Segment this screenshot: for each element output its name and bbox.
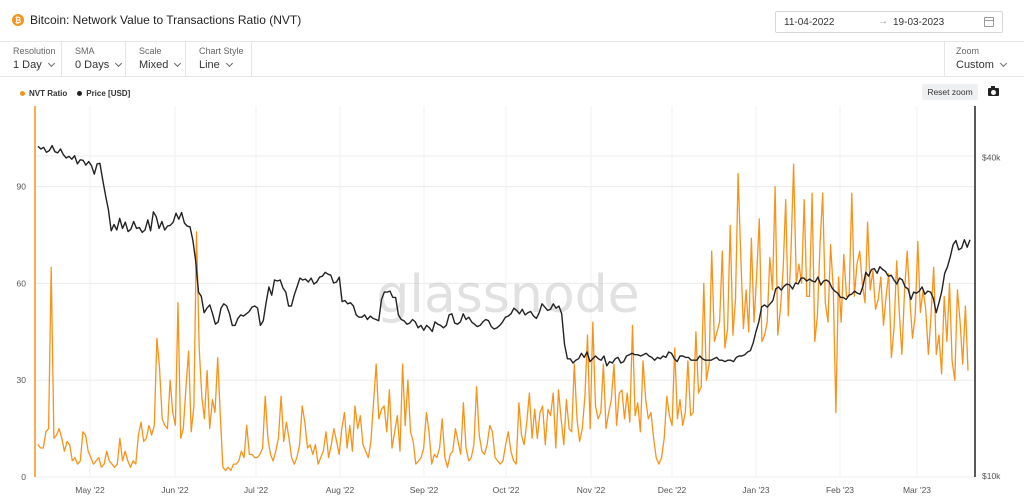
chart-style-value[interactable]: Line xyxy=(199,59,233,71)
chevron-down-icon xyxy=(174,59,182,68)
y-left-tick-label: 0 xyxy=(21,472,26,482)
calendar-icon[interactable] xyxy=(984,17,994,27)
chart-legend: NVT Ratio Price [USD] xyxy=(20,89,140,98)
x-tick-label: Jan '23 xyxy=(742,485,769,495)
bitcoin-icon: ₿ xyxy=(12,14,24,26)
x-tick-label: Dec '22 xyxy=(658,485,687,495)
sma-label: SMA xyxy=(75,46,95,56)
chevron-down-icon xyxy=(47,59,55,68)
zoom-label: Zoom xyxy=(956,46,980,56)
date-from[interactable]: 11-04-2022 xyxy=(784,17,835,28)
watermark: glassnode xyxy=(376,265,639,325)
y-left-tick-label: 30 xyxy=(17,375,27,385)
sma-value[interactable]: 0 Days xyxy=(75,59,123,71)
x-tick-label: Feb '23 xyxy=(826,485,854,495)
y-axis-left: 0 30 60 90 xyxy=(17,182,27,482)
scale-value[interactable]: Mixed xyxy=(139,59,182,71)
x-tick-label: Jun '22 xyxy=(161,485,188,495)
zoom-value[interactable]: Custom xyxy=(956,59,1007,71)
reset-zoom-button[interactable]: Reset zoom xyxy=(922,84,978,100)
x-tick-label: Jul '22 xyxy=(244,485,269,495)
chart-style-select[interactable]: Chart Style Line xyxy=(186,42,252,77)
legend-dot-price xyxy=(77,91,83,96)
y-left-tick-label: 90 xyxy=(17,182,27,192)
series-line-nvt xyxy=(37,163,969,472)
x-tick-label: Nov '22 xyxy=(577,485,606,495)
x-tick-label: Sep '22 xyxy=(410,485,439,495)
x-tick-label: Oct '22 xyxy=(493,485,520,495)
date-to[interactable]: 19-03-2023 xyxy=(893,17,945,28)
x-tick-label: May '22 xyxy=(75,485,105,495)
chevron-down-icon xyxy=(225,59,233,68)
chart-title: Bitcoin: Network Value to Transactions R… xyxy=(30,13,302,27)
legend-label-price: Price [USD] xyxy=(86,89,131,98)
legend-label-nvt: NVT Ratio xyxy=(29,89,68,98)
legend-item-price[interactable]: Price [USD] xyxy=(77,89,130,98)
chevron-down-icon xyxy=(999,59,1007,68)
x-tick-label: Mar '23 xyxy=(903,485,931,495)
y-left-tick-label: 60 xyxy=(17,278,27,288)
chart-plot[interactable]: glassnode 0 30 60 90 $10k $40k May '22 Jun '2… xyxy=(0,100,1024,500)
zoom-select[interactable]: Zoom Custom xyxy=(944,42,1024,77)
resolution-label: Resolution xyxy=(13,46,56,56)
resolution-value[interactable]: 1 Day xyxy=(13,59,55,71)
x-tick-label: Aug '22 xyxy=(326,485,355,495)
series-line-price xyxy=(37,144,971,367)
date-range-picker[interactable]: 11-04-2022 → 19-03-2023 xyxy=(775,11,1003,33)
arrow-right-icon: → xyxy=(878,16,888,27)
x-axis: May '22 Jun '22 Jul '22 Aug '22 Sep '22 Oct '… xyxy=(75,485,931,495)
title-wrap: ₿ Bitcoin: Network Value to Transactions… xyxy=(12,13,301,27)
scale-select[interactable]: Scale Mixed xyxy=(126,42,186,77)
chart-style-label: Chart Style xyxy=(199,46,244,56)
y-axis-right: $10k $40k xyxy=(982,152,1001,481)
chevron-down-icon xyxy=(115,59,123,68)
camera-icon[interactable] xyxy=(988,86,999,96)
y-right-tick-label: $40k xyxy=(982,152,1001,162)
legend-item-nvt[interactable]: NVT Ratio xyxy=(20,89,67,98)
resolution-select[interactable]: Resolution 1 Day xyxy=(0,42,62,77)
chart-toolbar: Resolution 1 Day SMA 0 Days Scale Mixed … xyxy=(0,42,1024,77)
scale-label: Scale xyxy=(139,46,162,56)
y-right-tick-label: $10k xyxy=(982,471,1001,481)
legend-dot-nvt xyxy=(20,91,25,96)
sma-select[interactable]: SMA 0 Days xyxy=(62,42,126,77)
chart-header: ₿ Bitcoin: Network Value to Transactions… xyxy=(0,0,1024,42)
